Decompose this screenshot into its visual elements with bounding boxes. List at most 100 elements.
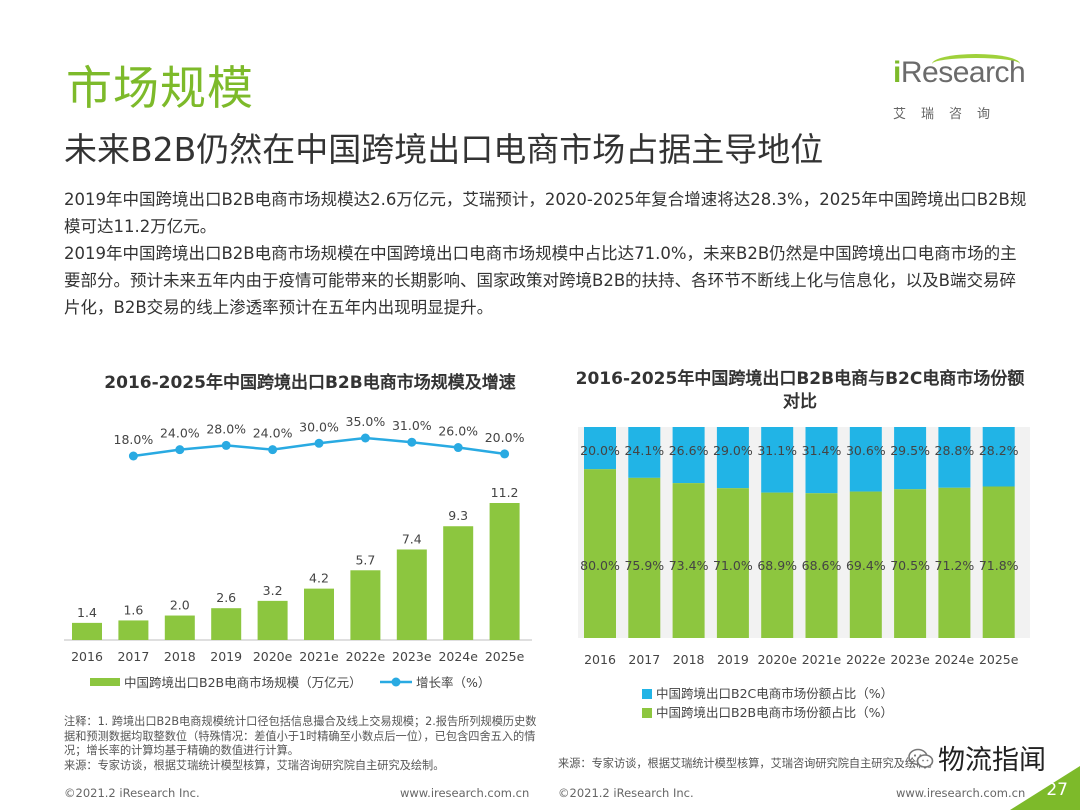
chart2-b2c-label: 29.0%: [713, 443, 753, 458]
chart2-bar-b2b: [805, 493, 838, 638]
chart2-b2b-label: 71.8%: [979, 558, 1019, 573]
page-subtitle: 未来B2B仍然在中国跨境出口电商市场占据主导地位: [64, 130, 824, 169]
chart2-b2b-label: 75.9%: [624, 558, 664, 573]
chart1-growth-label: 24.0%: [253, 426, 293, 441]
chart1-growth-point: [407, 437, 417, 447]
chart1-growth-point: [360, 433, 370, 443]
chart2-b2b-label: 80.0%: [580, 558, 620, 573]
chart2-x-tick: 2019: [717, 652, 749, 667]
chart2-bar-b2c: [672, 427, 705, 484]
chart1-x-tick: 2024e: [438, 649, 478, 664]
chart2-bar-b2b: [584, 469, 616, 638]
chart1-bar-label: 9.3: [448, 508, 468, 523]
chart1-growth-point: [175, 445, 185, 455]
footer-url-right: www.iresearch.com.cn: [896, 786, 1026, 800]
chart2-bar-b2b: [761, 492, 794, 638]
chart2-x-tick: 2025e: [979, 652, 1019, 667]
footer-copyright-left: ©2021.2 iResearch Inc.: [64, 786, 200, 800]
chart2-bar-b2c: [982, 427, 1015, 487]
chart1-x-tick: 2018: [164, 649, 196, 664]
chart2-x-tick: 2016: [584, 652, 616, 667]
chart2-legend-b2b-label: 中国跨境出口B2B电商市场份额占比（%）: [656, 705, 893, 720]
footer-url-left: www.iresearch.com.cn: [400, 786, 530, 800]
chart1-growth-label: 26.0%: [438, 424, 478, 439]
chart2-x-tick: 2021e: [802, 652, 842, 667]
chart2-b2b-label: 68.6%: [802, 558, 842, 573]
chart1-growth-point: [314, 438, 324, 448]
chart1-bar-label: 11.2: [491, 485, 519, 500]
chart1-bar: [304, 588, 334, 640]
chart2-b2c-label: 26.6%: [669, 443, 709, 458]
chart1-notes: 注释：1. 跨境出口B2B电商规模统计口径包括信息撮合及线上交易规模；2.报告所…: [64, 715, 539, 773]
chart1-bar-label: 4.2: [309, 571, 329, 586]
chart2-bar-b2c: [628, 427, 661, 478]
chart1-bar-label: 1.4: [77, 605, 97, 620]
body-text: 2019年中国跨境出口B2B电商市场规模达2.6万亿元，艾瑞预计，2020-20…: [64, 186, 1029, 321]
chart1-legend-swatch-dot: [391, 677, 401, 687]
chart1-growth-label: 20.0%: [485, 430, 525, 445]
chart2-bar-b2b: [849, 491, 882, 638]
chart1-bar-label: 7.4: [402, 531, 422, 546]
chart1-x-tick: 2016: [71, 649, 103, 664]
chart1-growth-point: [500, 449, 510, 459]
chart2-bar-b2b: [894, 489, 927, 638]
chart2-legend-swatch-b2b: [642, 708, 652, 718]
chart2-bar-b2c: [716, 427, 749, 489]
chart1-growth-label: 30.0%: [299, 419, 339, 434]
chart1-bar: [164, 615, 195, 640]
chart1-bar: [211, 608, 242, 640]
page-title: 市场规模: [66, 61, 254, 115]
chart2-legend-b2c-label: 中国跨境出口B2C电商市场份额占比（%）: [656, 686, 893, 701]
chart1-note: 注释：1. 跨境出口B2B电商规模统计口径包括信息撮合及线上交易规模；2.报告所…: [64, 715, 537, 757]
chart2-x-tick: 2018: [673, 652, 705, 667]
iresearch-logo: iResearch: [893, 56, 1026, 90]
page-number: 27: [1046, 780, 1068, 800]
chart1-x-tick: 2020e: [253, 649, 293, 664]
chart1-bar-label: 2.6: [216, 590, 236, 605]
chart2-bar-b2c: [849, 427, 882, 492]
chart2-b2b-label: 69.4%: [846, 558, 886, 573]
logo-arc: [932, 54, 1020, 74]
chart1-growth-label: 35.0%: [346, 414, 386, 429]
chart2-b2b-label: 71.0%: [713, 558, 753, 573]
chart1-growth-label: 24.0%: [160, 426, 200, 441]
chart2-bar-b2b: [938, 487, 971, 638]
chart1-legend-bar-label: 中国跨境出口B2B电商市场规模（万亿元）: [124, 675, 362, 690]
body-paragraph-1: 2019年中国跨境出口B2B电商市场规模达2.6万亿元，艾瑞预计，2020-20…: [64, 190, 1027, 236]
chart1-bar-label: 5.7: [355, 552, 375, 567]
chart1-legend-line-label: 增长率（%）: [416, 675, 490, 690]
chart1-growth-point: [453, 443, 463, 453]
chart2-b2b-label: 68.9%: [757, 558, 797, 573]
chart2-x-tick: 2024e: [935, 652, 975, 667]
chart2-b2c-label: 30.6%: [846, 443, 886, 458]
chart1-bar: [350, 570, 381, 640]
wechat-icon: [908, 748, 934, 768]
chart2-bar-b2b: [716, 488, 749, 638]
chart2-legend-swatch-b2c: [642, 689, 652, 699]
chart2-share-comparison: 20.0% 80.0% 2016 24.1% 75.9% 2017 26.6% 73.4% 20…: [578, 427, 1030, 720]
chart2-b2c-label: 31.4%: [802, 443, 842, 458]
chart2-b2c-label: 20.0%: [580, 443, 620, 458]
chart2-bar-b2c: [584, 427, 616, 470]
chart1-market-size: 1.4 2016 1.6 2017 2.0 2018 2.6 2019 3.2 2020e 4.2 2…: [64, 414, 532, 690]
chart1-bar: [489, 503, 520, 640]
chart2-x-tick: 2020e: [757, 652, 797, 667]
chart1-bar-label: 1.6: [123, 602, 143, 617]
body-paragraph-2: 2019年中国跨境出口B2B电商市场规模在中国跨境出口电商市场规模中占比达71.…: [64, 244, 1017, 317]
chart1-growth-point: [221, 440, 231, 450]
chart1-legend-swatch-bar: [90, 678, 120, 686]
chart2-b2c-label: 28.2%: [979, 443, 1019, 458]
chart2-bar-b2c: [761, 427, 794, 493]
chart1-x-tick: 2023e: [392, 649, 432, 664]
chart2-bar-b2c: [938, 427, 971, 488]
chart1-title: 2016-2025年中国跨境出口B2B电商市场规模及增速: [104, 373, 516, 393]
chart2-b2c-label: 24.1%: [624, 443, 664, 458]
chart1-x-tick: 2019: [210, 649, 242, 664]
chart1-x-tick: 2025e: [485, 649, 525, 664]
chart2-x-tick: 2017: [628, 652, 660, 667]
chart1-bar-label: 2.0: [170, 598, 190, 613]
chart2-b2c-label: 31.1%: [757, 443, 797, 458]
chart1-bar: [443, 526, 474, 640]
chart1-growth-label: 28.0%: [206, 421, 246, 436]
chart1-bar: [396, 549, 427, 640]
